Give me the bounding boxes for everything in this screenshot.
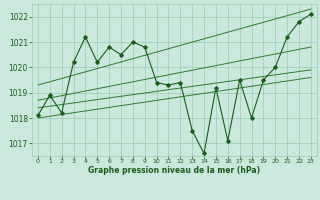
- X-axis label: Graphe pression niveau de la mer (hPa): Graphe pression niveau de la mer (hPa): [88, 166, 260, 175]
